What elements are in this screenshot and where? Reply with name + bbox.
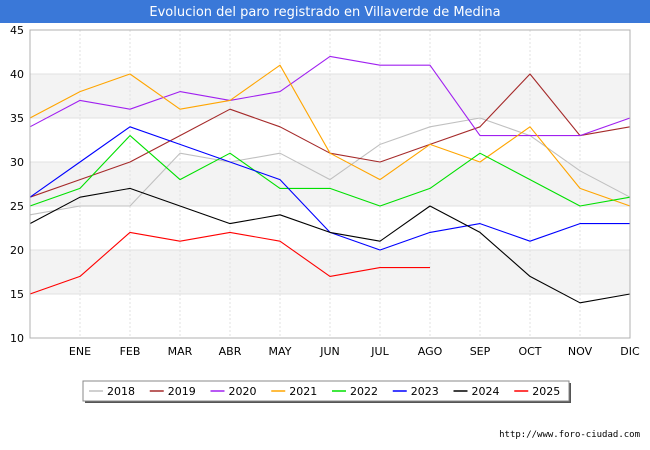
legend-label-2020: 2020 xyxy=(229,385,257,398)
legend-box xyxy=(82,380,570,402)
x-tick-label: OCT xyxy=(518,345,541,358)
x-tick-label: FEB xyxy=(120,345,141,358)
y-tick-label: 15 xyxy=(10,288,24,301)
x-tick-label: AGO xyxy=(418,345,443,358)
title-bar xyxy=(0,0,650,23)
chart-title: Evolucion del paro registrado en Villave… xyxy=(149,5,500,20)
x-tick-label: JUL xyxy=(370,345,389,358)
x-tick-label: NOV xyxy=(568,345,593,358)
x-tick-label: DIC xyxy=(620,345,640,358)
legend-label-2025: 2025 xyxy=(532,385,560,398)
legend-label-2022: 2022 xyxy=(350,385,378,398)
x-tick-label: MAR xyxy=(168,345,193,358)
plot-frame xyxy=(29,29,631,339)
y-tick-label: 25 xyxy=(10,200,24,213)
legend-label-2019: 2019 xyxy=(168,385,196,398)
x-tick-label: ENE xyxy=(69,345,91,358)
series-lines xyxy=(29,55,631,304)
source-text: http://www.foro-ciudad.com xyxy=(499,430,640,440)
legend-label-2023: 2023 xyxy=(411,385,439,398)
x-tick-label: SEP xyxy=(470,345,491,358)
y-tick-label: 20 xyxy=(10,244,24,257)
y-tick-label: 40 xyxy=(10,68,24,81)
x-axis-ticks: ENE FEB MAR ABR MAY JUN JUL AGO SEP OCT NOV DIC xyxy=(69,345,640,358)
y-tick-label: 35 xyxy=(10,112,24,125)
legend-label-2024: 2024 xyxy=(472,385,500,398)
x-tick-label: JUN xyxy=(319,345,340,358)
y-tick-label: 10 xyxy=(10,332,24,345)
y-tick-label: 45 xyxy=(10,24,24,37)
x-tick-label: MAY xyxy=(269,345,292,358)
legend-label-2018: 2018 xyxy=(107,385,135,398)
y-tick-label: 30 xyxy=(10,156,24,169)
x-tick-label: ABR xyxy=(219,345,242,358)
y-axis-ticks: 10 15 20 25 30 35 40 45 xyxy=(10,24,24,345)
legend-label-2021: 2021 xyxy=(289,385,317,398)
legend: 2018 2019 2020 2021 2022 2023 2024 2025 xyxy=(82,380,571,403)
